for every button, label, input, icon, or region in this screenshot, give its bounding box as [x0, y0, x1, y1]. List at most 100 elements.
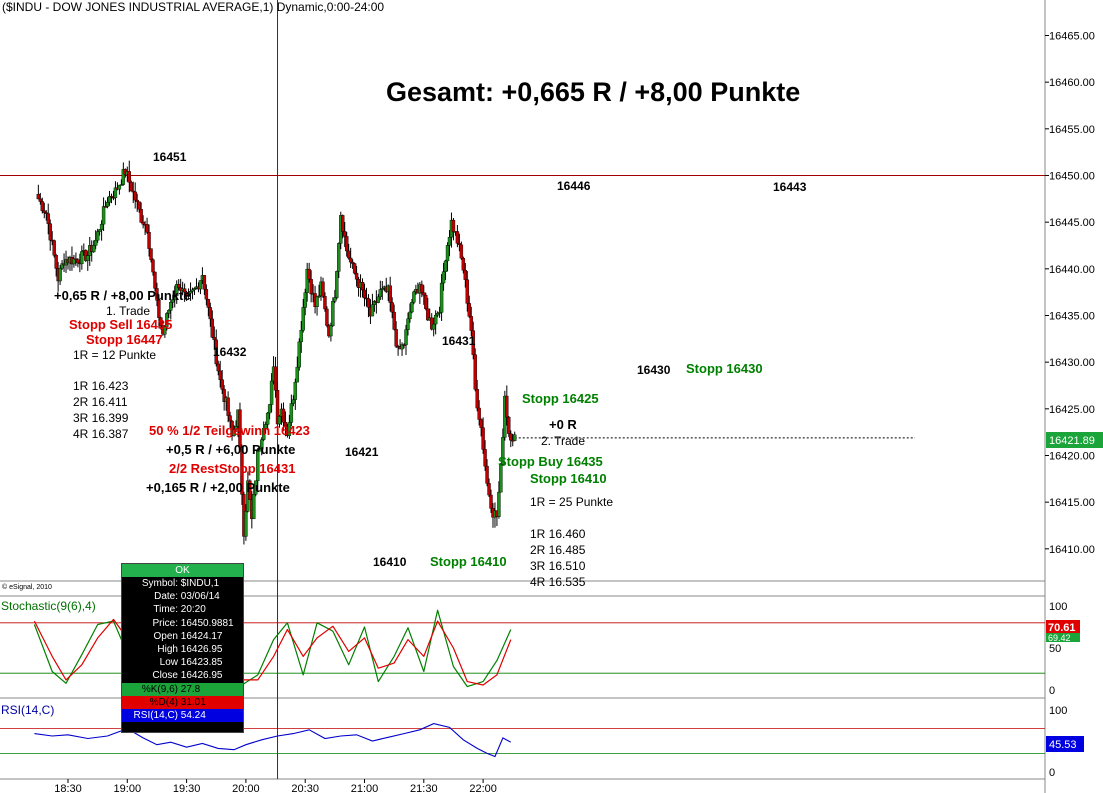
chart-header: ($INDU - DOW JONES INDUSTRIAL AVERAGE,1)…: [2, 0, 384, 14]
candle-body: [469, 316, 473, 331]
candle-body: [467, 303, 471, 317]
candle-body: [483, 449, 487, 467]
data-row: Close 16426.95: [122, 669, 243, 682]
candle-body: [198, 280, 203, 290]
candle-body: [281, 408, 286, 423]
candle-body: [159, 317, 163, 326]
candle-body: [212, 337, 216, 341]
candle-body: [38, 198, 43, 202]
candle-body: [182, 288, 187, 293]
pivot-label: 16443: [773, 180, 807, 194]
candle-body: [345, 236, 349, 252]
time-tick-label: 22:00: [469, 783, 497, 793]
price-tick-label: 16425.00: [1049, 404, 1095, 416]
candle-series: [36, 160, 517, 545]
candle-body: [206, 298, 211, 308]
candle-body: [404, 329, 408, 346]
data-row: Time: 20:20: [122, 603, 243, 616]
candle-body: [297, 341, 301, 368]
candle-body: [36, 194, 41, 200]
candle-body: [133, 191, 137, 201]
candle-body: [406, 318, 410, 330]
candle-body: [238, 409, 242, 448]
candle-body: [465, 279, 469, 304]
t1-r: 1R = 12 Punkte: [73, 348, 156, 362]
candle-body: [376, 296, 381, 303]
candle-body: [481, 427, 485, 450]
candle-body: [441, 271, 446, 284]
candle-body: [129, 182, 133, 192]
candle-body: [204, 289, 209, 300]
candle-body: [149, 248, 153, 260]
rsi-tick-label: 100: [1049, 705, 1067, 717]
data-window-ok-button[interactable]: OK: [122, 564, 243, 577]
candle-body: [216, 363, 220, 372]
pivot-label: 16431: [442, 334, 476, 348]
candle-body: [273, 366, 278, 391]
data-row-label: Symbol:: [141, 578, 178, 589]
candle-body: [226, 397, 230, 416]
t2-result: +0 R: [549, 417, 577, 432]
candle-body: [410, 302, 414, 313]
data-row-value: 16424.17: [180, 630, 223, 642]
data-row: Price: 16450.9881: [122, 617, 243, 630]
candle-body: [433, 314, 438, 325]
candle-body: [165, 313, 169, 327]
candle-body: [228, 415, 232, 422]
candle-body: [167, 310, 171, 314]
candle-body: [477, 407, 481, 420]
candle-body: [145, 224, 149, 233]
candle-body: [157, 300, 161, 318]
data-row: Open 16424.17: [122, 630, 243, 643]
t2-target: 3R 16.510: [530, 559, 586, 573]
rsi-last-badge: [1046, 736, 1084, 752]
candle-body: [431, 323, 436, 330]
stoch-k-badge: [1046, 633, 1080, 642]
candle-body: [153, 271, 157, 289]
candle-body: [141, 222, 145, 225]
candle-body: [457, 243, 462, 246]
candle-body: [275, 390, 280, 425]
stoch-k-line: [33, 609, 512, 688]
candle-body: [147, 231, 151, 249]
candle-body: [463, 270, 468, 280]
price-tick-label: 16460.00: [1049, 77, 1095, 89]
candle-body: [335, 271, 339, 298]
data-row-value: 16450.9881: [180, 617, 234, 629]
candle-body: [127, 171, 131, 183]
data-row-value: $INDU,1: [180, 578, 220, 589]
candle-body: [489, 494, 493, 509]
stoch-tick-label: 50: [1049, 643, 1061, 655]
stoch-d-line: [33, 618, 512, 686]
price-tick-label: 16455.00: [1049, 124, 1095, 136]
candle-body: [337, 243, 341, 272]
pivot-label: 16432: [213, 345, 247, 359]
t1-rest: 2/2 RestStopp 16431: [169, 461, 295, 476]
candle-body: [218, 370, 222, 380]
data-row-value: 27.8: [180, 683, 201, 695]
time-axis: 18:30 19:00 19:30 20:00 20:30 21:00 21:30 22:00: [54, 779, 497, 793]
candle-body: [341, 215, 345, 232]
copyright-label: © eSignal, 2010: [2, 583, 52, 591]
data-row-value: 03/06/14: [180, 591, 220, 603]
candle-body: [378, 289, 383, 298]
candle-body: [501, 437, 505, 465]
candle-body: [315, 296, 319, 308]
candle-body: [269, 380, 274, 405]
price-tick-label: 16410.00: [1049, 544, 1095, 556]
stochastic-series: [33, 609, 512, 688]
price-tick-label: 16450.00: [1049, 171, 1095, 183]
stoch-d-badge: [1046, 620, 1080, 633]
data-row-label: Close: [152, 670, 178, 682]
candle-body: [256, 450, 260, 482]
t1-target: 1R 16.423: [73, 379, 129, 393]
t2-target: 1R 16.460: [530, 527, 586, 541]
t2-stopp: Stopp 16410: [530, 471, 607, 486]
candle-body: [54, 255, 58, 269]
t1-rest-result: +0,165 R / +2,00 Punkte: [146, 480, 290, 495]
candle-body: [135, 199, 139, 202]
data-row-d: %D(4) 31.01: [122, 695, 243, 709]
candle-body: [91, 245, 96, 253]
candle-body: [451, 219, 456, 233]
